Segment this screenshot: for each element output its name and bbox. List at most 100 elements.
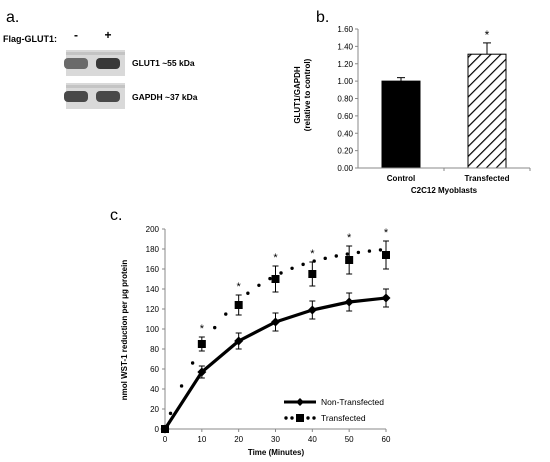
line-y-tick-label: 40 <box>150 385 159 394</box>
transfected-dot <box>224 312 228 316</box>
transfected-dot <box>246 291 250 295</box>
line-x-tick-label: 20 <box>234 435 243 444</box>
transfected-point <box>197 340 206 348</box>
transfected-dot <box>378 248 383 252</box>
bar-marks: * <box>381 28 507 169</box>
bar-y-tick-label: 1.20 <box>337 60 353 69</box>
line-y-axis-label: nmol WST-1 reduction per μg protein <box>120 260 129 401</box>
legend-transfected-label: Transfected <box>321 413 366 423</box>
transfected-dot <box>301 262 305 267</box>
bar-y-axis-label: GLUT1/GAPDH <box>293 66 302 124</box>
transfected-dot <box>257 283 261 287</box>
transfected-point <box>382 251 390 259</box>
panel-b-letter: b. <box>316 9 329 26</box>
blot-panel-edge <box>66 85 125 88</box>
panel-a: a. Flag-GLUT1: - + GLUT1 ~55 kDa GAPDH ~… <box>3 9 198 109</box>
bar-category-label: Transfected <box>465 174 510 183</box>
blot-band <box>64 58 88 69</box>
transfected-dot <box>323 256 327 261</box>
non-transfected-point <box>307 305 317 315</box>
transfected-dot <box>268 276 272 281</box>
flag-glut1-label: Flag-GLUT1: <box>3 34 57 44</box>
line-x-tick-label: 50 <box>345 435 354 444</box>
blot-images <box>64 50 125 109</box>
significance-star: * <box>237 281 242 293</box>
non-transfected-point <box>381 293 391 303</box>
legend-non-transfected-label: Non-Transfected <box>321 397 384 407</box>
legend-transfected-dot <box>290 416 294 420</box>
transfected-dot <box>190 361 195 365</box>
blot-band <box>96 91 120 102</box>
panel-a-letter: a. <box>6 9 19 26</box>
transfected-dot <box>356 250 361 255</box>
transfected-dot <box>179 384 184 388</box>
non-transfected-point <box>160 424 170 434</box>
blot-panel-edge <box>66 52 125 55</box>
bar-y-tick-label: 1.40 <box>337 42 353 51</box>
bar-y-tick-label: 1.60 <box>337 25 353 34</box>
significance-star: * <box>200 323 205 335</box>
line-y-tick-label: 120 <box>146 305 160 314</box>
line-x-tick-label: 40 <box>308 435 317 444</box>
bar-y-tick-label: 0.00 <box>337 164 353 173</box>
blot-band <box>64 91 88 102</box>
bar-control <box>381 80 421 169</box>
blot-band <box>96 58 120 69</box>
lane-minus-label: - <box>74 28 78 42</box>
legend-transfected-marker <box>296 414 304 422</box>
legend-transfected-dot <box>284 416 288 420</box>
legend-non-transfected-marker <box>296 398 304 406</box>
bar-y-tick-label: 0.60 <box>337 112 353 121</box>
line-y-tick-label: 60 <box>150 365 159 374</box>
transfected-point <box>271 275 280 283</box>
non-transfected-point <box>344 297 354 307</box>
line-y-tick-label: 20 <box>150 405 159 414</box>
line-y-tick-label: 160 <box>146 265 160 274</box>
transfected-dot <box>213 325 217 330</box>
significance-star: * <box>273 252 278 264</box>
bar-y-tick-label: 1.00 <box>337 77 353 86</box>
gapdh-band-label: GAPDH ~37 kDa <box>132 92 198 102</box>
non-transfected-point <box>197 367 207 377</box>
transfected-dot <box>290 266 294 271</box>
line-y-tick-label: 80 <box>150 345 159 354</box>
line-y-ticks: 0 20 40 60 80 100 120 140 160 180 200 <box>146 225 165 434</box>
line-y-tick-label: 200 <box>146 225 160 234</box>
bar-y-tick-label: 0.40 <box>337 129 353 138</box>
line-x-axis-label: Time (Minutes) <box>248 448 305 457</box>
line-x-tick-label: 10 <box>197 435 206 444</box>
transfected-point <box>308 270 317 278</box>
glut1-band-label: GLUT1 ~55 kDa <box>132 58 195 68</box>
transfected-dot <box>279 271 283 275</box>
panel-c-letter: c. <box>110 207 122 224</box>
transfected-dot <box>367 249 372 253</box>
bar-y-tick-label: 0.20 <box>337 147 353 156</box>
panel-b: b. 0.000.200.400.600.801.001.201.401.60 … <box>293 9 531 195</box>
line-series: * * * * * * <box>160 227 391 434</box>
line-y-tick-label: 100 <box>146 325 160 334</box>
transfected-dot <box>345 252 350 256</box>
line-y-tick-label: 180 <box>146 245 160 254</box>
transfected-dot <box>168 411 173 416</box>
line-x-tick-label: 30 <box>271 435 280 444</box>
significance-star: * <box>384 227 389 239</box>
significance-star: * <box>347 232 352 244</box>
bar-y-axis-sublabel: (relative to control) <box>303 58 312 131</box>
non-transfected-point <box>234 336 244 346</box>
line-legend: Non-Transfected Transfected <box>284 397 384 423</box>
transfected-point <box>345 256 354 264</box>
non-transfected-point <box>271 317 280 327</box>
bar-y-tick-label: 0.80 <box>337 95 353 104</box>
lane-plus-label: + <box>104 28 111 42</box>
line-x-ticks: 0 10 20 30 40 50 60 <box>163 429 391 444</box>
bar-x-axis-label: C2C12 Myoblasts <box>411 186 478 195</box>
transfected-point <box>234 301 243 309</box>
transfected-dot <box>334 254 338 258</box>
legend-transfected-dot <box>312 416 316 420</box>
panel-c: c. 0 20 40 60 80 100 120 140 160 180 200 0 10 20 30 40… <box>110 207 391 457</box>
bar-x-ticks: Control Transfected <box>387 168 531 183</box>
line-x-tick-label: 60 <box>382 435 391 444</box>
bar-significance-star: * <box>485 28 490 42</box>
bar-transfected <box>467 53 507 169</box>
